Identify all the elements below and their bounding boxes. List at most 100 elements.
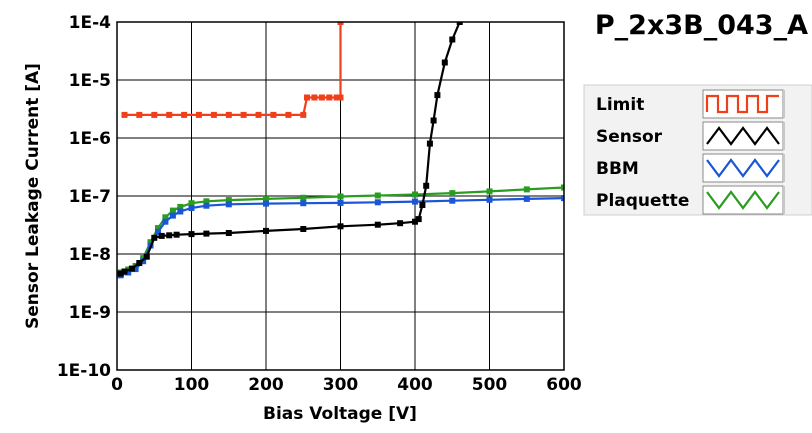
data-point: [225, 111, 232, 118]
data-point: [225, 230, 232, 236]
y-axis-title: Sensor Leakage Current [A]: [23, 63, 43, 329]
data-point: [151, 111, 158, 118]
data-point: [561, 195, 564, 202]
legend-pattern: [706, 126, 780, 146]
data-point: [412, 218, 418, 225]
y-tick-label: 1E-4: [69, 13, 111, 33]
legend-label-plaquette: Plaquette: [596, 191, 689, 211]
data-point: [263, 200, 269, 207]
data-point: [270, 111, 277, 118]
data-point: [177, 208, 184, 215]
data-point: [326, 94, 333, 101]
data-point: [169, 207, 176, 214]
data-point: [210, 111, 217, 118]
data-point: [300, 111, 307, 118]
tick-labels: 0 100 200 300 400 500 600 1E-10 1E-9 1E-8 1E-7 1E-6…: [57, 13, 582, 395]
data-point: [430, 117, 437, 124]
data-point: [337, 223, 344, 230]
data-point: [449, 36, 456, 43]
data-point: [426, 140, 433, 147]
chart-title: P_2x3B_043_A: [595, 10, 808, 41]
data-point: [434, 92, 441, 99]
data-point: [188, 231, 195, 238]
data-point: [561, 184, 564, 191]
y-tick-label: 1E-6: [69, 129, 111, 149]
data-point: [162, 218, 169, 225]
data-point: [240, 111, 247, 118]
data-point: [456, 22, 463, 25]
series-limit: [121, 22, 344, 118]
plot-frame: [116, 21, 565, 371]
data-point: [140, 255, 147, 262]
legend: Limit Sensor BBM Plaquette: [583, 84, 812, 216]
legend-label-bbm: BBM: [596, 159, 639, 179]
data-point: [136, 260, 143, 266]
data-point: [263, 195, 269, 202]
data-point: [423, 182, 430, 189]
data-point: [337, 199, 344, 206]
data-point: [318, 94, 325, 101]
data-point: [203, 198, 210, 205]
legend-pattern: [706, 158, 780, 178]
data-point: [486, 188, 493, 195]
x-tick-label: 500: [472, 375, 508, 395]
data-point: [162, 214, 169, 221]
data-point: [188, 200, 195, 207]
data-point: [225, 197, 232, 204]
x-tick-label: 100: [174, 375, 210, 395]
data-point: [225, 201, 232, 208]
x-axis-title: Bias Voltage [V]: [263, 404, 417, 424]
data-point: [374, 192, 381, 199]
y-tick-label: 1E-7: [69, 187, 111, 207]
y-tick-label: 1E-9: [69, 303, 111, 323]
data-point: [337, 22, 344, 25]
data-point: [166, 111, 173, 118]
data-point: [195, 111, 202, 118]
data-point: [203, 202, 210, 209]
data-point: [285, 111, 292, 118]
data-point: [263, 227, 269, 234]
legend-pattern: [705, 94, 779, 114]
data-point: [300, 200, 307, 207]
data-point: [125, 269, 132, 276]
data-point: [173, 231, 180, 238]
data-point: [121, 268, 128, 275]
legend-swatch-bbm: [702, 153, 784, 183]
data-point: [419, 202, 426, 208]
legend-swatch-limit: [702, 89, 784, 119]
x-tick-label: 200: [248, 375, 284, 395]
data-point: [486, 196, 493, 203]
data-point: [449, 197, 456, 204]
data-point: [132, 266, 139, 273]
data-point: [158, 232, 165, 239]
data-point: [311, 94, 318, 101]
data-point: [304, 94, 310, 101]
data-point: [397, 220, 404, 227]
data-point: [523, 186, 530, 193]
data-point: [169, 212, 176, 219]
data-point: [255, 111, 262, 118]
data-point: [155, 225, 161, 232]
y-tick-label: 1E-10: [57, 361, 111, 381]
x-tick-label: 400: [397, 375, 433, 395]
data-point: [337, 193, 344, 200]
data-point: [147, 239, 154, 246]
data-point: [151, 234, 158, 241]
data-point: [441, 59, 448, 66]
x-tick-label: 300: [323, 375, 359, 395]
data-point: [374, 221, 381, 228]
data-point: [181, 111, 188, 118]
legend-pattern: [706, 190, 780, 210]
data-point: [117, 270, 124, 277]
data-point: [374, 199, 381, 206]
series-layer: [117, 22, 564, 279]
data-point: [121, 111, 128, 118]
data-point: [136, 111, 143, 118]
data-point: [188, 205, 195, 211]
data-point: [128, 265, 135, 272]
data-point: [300, 226, 307, 232]
data-point: [412, 191, 418, 198]
data-point: [337, 94, 344, 101]
